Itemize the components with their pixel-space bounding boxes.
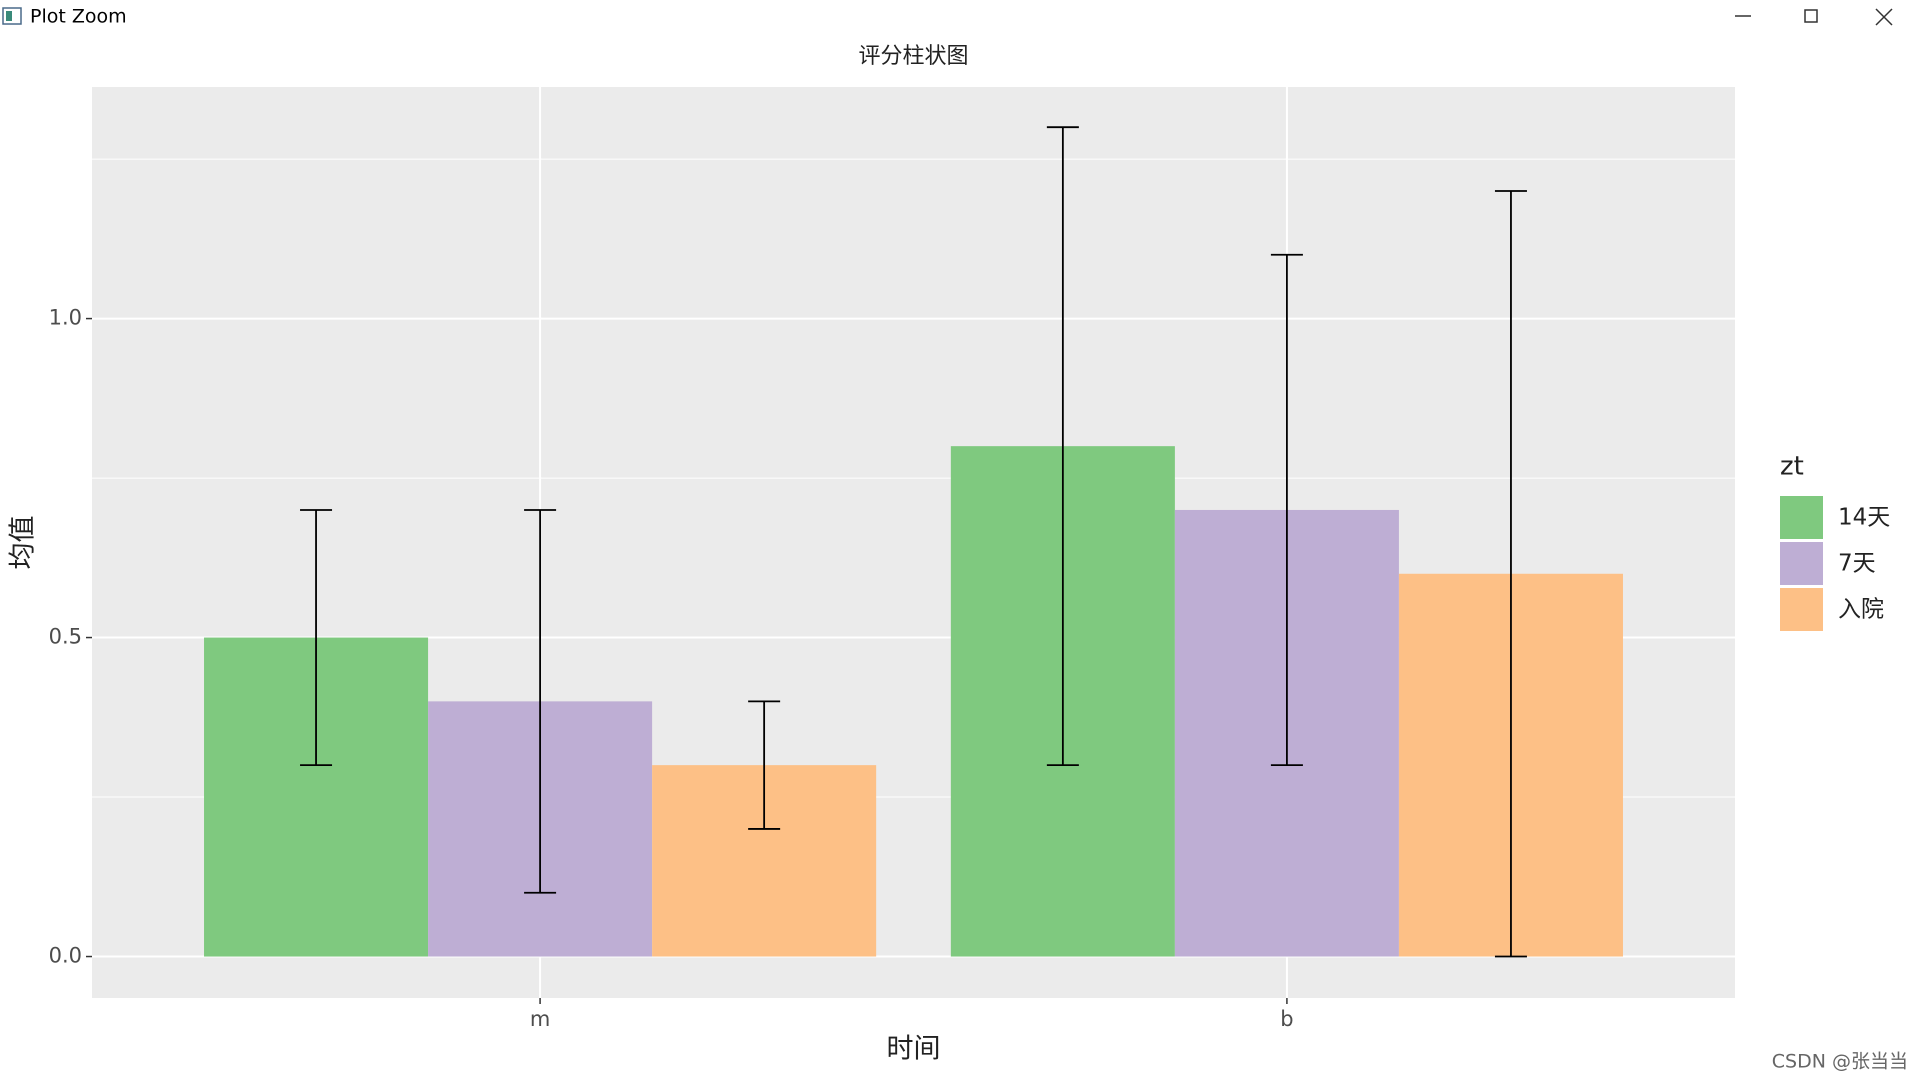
y-tick-label: 0.0 (49, 944, 82, 968)
y-tick-label: 1.0 (49, 306, 82, 330)
legend-key (1780, 588, 1823, 631)
legend-label: 7天 (1838, 551, 1876, 577)
y-tick-label: 0.5 (49, 625, 82, 649)
error-bar (748, 700, 781, 830)
error-bar (1494, 190, 1527, 958)
error-bar (524, 509, 557, 894)
legend-key (1780, 542, 1823, 585)
x-axis-title: 时间 (887, 1034, 941, 1065)
x-tick-label: m (530, 1007, 550, 1031)
restore-button[interactable] (1804, 9, 1818, 23)
error-bar (1046, 126, 1079, 767)
legend-title: zt (1780, 452, 1804, 482)
error-bar (1270, 253, 1303, 767)
x-tick-label: b (1280, 1007, 1293, 1031)
legend-key (1780, 496, 1823, 539)
app-icon-inner (6, 11, 12, 21)
legend-label: 入院 (1838, 597, 1884, 623)
error-bar (300, 509, 333, 767)
window-title: Plot Zoom (30, 6, 127, 28)
watermark: CSDN @张当当 (1772, 1051, 1908, 1073)
y-axis-title: 均值 (8, 516, 39, 570)
legend-label: 14天 (1838, 505, 1890, 531)
close-button[interactable] (1875, 8, 1893, 26)
chart-title: 评分柱状图 (858, 44, 968, 69)
